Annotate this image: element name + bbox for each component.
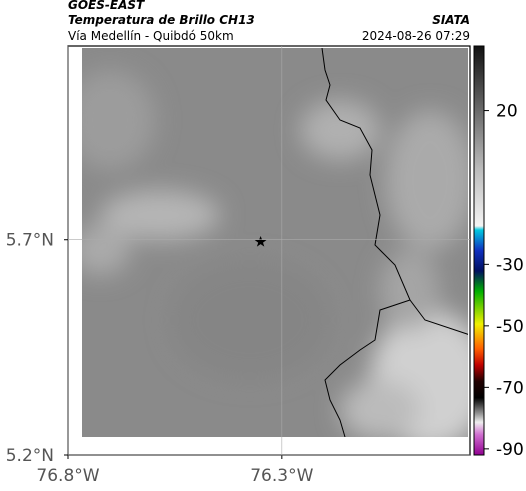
colorbar-label: -30 bbox=[496, 255, 524, 275]
colorbar-label: 20 bbox=[496, 102, 518, 122]
x-tick-label: 76.8°W bbox=[36, 466, 99, 486]
product: Temperatura de Brillo CH13 bbox=[68, 13, 255, 27]
colorbar-label: -50 bbox=[496, 317, 524, 337]
x-tick-label: 76.3°W bbox=[250, 466, 313, 486]
colorbar-label: -70 bbox=[496, 378, 524, 398]
y-tick-label: 5.2°N bbox=[6, 446, 54, 466]
y-tick-label: 5.7°N bbox=[6, 231, 54, 251]
agency: SIATA bbox=[432, 13, 470, 27]
border-line bbox=[321, 48, 468, 437]
colorbar bbox=[473, 45, 485, 456]
timestamp: 2024-08-26 07:29 bbox=[362, 29, 470, 43]
region: Vía Medellín - Quibdó 50km bbox=[68, 29, 234, 43]
source: GOES-EAST bbox=[68, 0, 145, 12]
satellite-image bbox=[82, 48, 468, 437]
location-marker bbox=[254, 236, 267, 247]
colorbar-label: -90 bbox=[496, 440, 524, 460]
